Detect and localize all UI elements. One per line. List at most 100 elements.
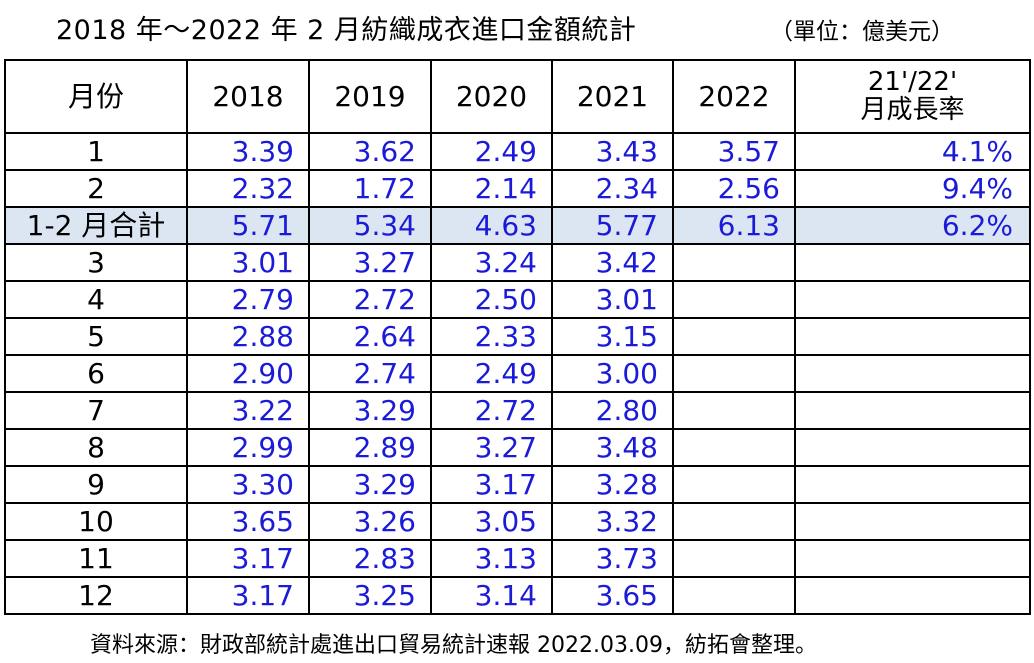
source-note: 資料來源：財政部統計處進出口貿易統計速報 2022.03.09，紡拓會整理。 (90, 633, 817, 658)
value-cell: 3.65 (186, 502, 310, 541)
row-label: 8 (4, 428, 188, 467)
value-cell: 3.73 (551, 539, 674, 578)
row-label: 5 (4, 317, 188, 356)
value-cell: 5.71 (186, 206, 310, 245)
value-cell: 2.64 (308, 317, 432, 356)
value-cell: 3.17 (186, 539, 310, 578)
value-cell: 5.77 (551, 206, 674, 245)
value-cell: 2.33 (430, 317, 553, 356)
value-cell: 3.39 (186, 132, 310, 171)
growth-rate-cell (794, 465, 1031, 504)
value-cell: 3.57 (672, 132, 796, 171)
value-cell: 3.32 (551, 502, 674, 541)
table-row: 7 3.22 3.29 2.72 2.80 (4, 391, 1031, 430)
growth-rate-cell (794, 502, 1031, 541)
value-cell: 3.62 (308, 132, 432, 171)
title-row: 2018 年～2022 年 2 月紡織成衣進口金額統計 （單位：億美元） (0, 0, 1034, 58)
growth-rate-cell (794, 354, 1031, 393)
value-cell: 3.01 (551, 280, 674, 319)
header-2022: 2022 (672, 59, 796, 134)
value-cell: 3.05 (430, 502, 553, 541)
value-cell: 3.65 (551, 576, 674, 615)
value-cell: 3.25 (308, 576, 432, 615)
table-row: 3 3.01 3.27 3.24 3.42 (4, 243, 1031, 282)
value-cell: 3.00 (551, 354, 674, 393)
row-label: 1-2 月合計 (4, 206, 188, 245)
header-2021: 2021 (551, 59, 674, 134)
table-row: 11 3.17 2.83 3.13 3.73 (4, 539, 1031, 578)
value-cell (672, 391, 796, 430)
value-cell: 3.28 (551, 465, 674, 504)
value-cell: 5.34 (308, 206, 432, 245)
header-growth-rate-line1: 21'/22' (867, 67, 958, 98)
value-cell: 3.30 (186, 465, 310, 504)
row-label: 10 (4, 502, 188, 541)
growth-rate-cell (794, 243, 1031, 282)
value-cell (672, 317, 796, 356)
value-cell: 3.17 (430, 465, 553, 504)
row-label: 7 (4, 391, 188, 430)
value-cell: 2.80 (551, 391, 674, 430)
header-2018: 2018 (186, 59, 310, 134)
value-cell: 3.24 (430, 243, 553, 282)
value-cell: 2.99 (186, 428, 310, 467)
value-cell: 3.43 (551, 132, 674, 171)
growth-rate-cell (794, 539, 1031, 578)
table-row: 12 3.17 3.25 3.14 3.65 (4, 576, 1031, 615)
value-cell: 2.49 (430, 132, 553, 171)
value-cell: 2.83 (308, 539, 432, 578)
value-cell (672, 539, 796, 578)
value-cell: 2.32 (186, 169, 310, 208)
value-cell: 2.72 (430, 391, 553, 430)
value-cell: 2.90 (186, 354, 310, 393)
value-cell: 3.48 (551, 428, 674, 467)
value-cell: 2.49 (430, 354, 553, 393)
growth-rate-cell (794, 391, 1031, 430)
row-label: 4 (4, 280, 188, 319)
value-cell: 2.89 (308, 428, 432, 467)
table-row: 2 2.32 1.72 2.14 2.34 2.56 9.4% (4, 169, 1031, 208)
value-cell: 6.13 (672, 206, 796, 245)
row-label: 6 (4, 354, 188, 393)
value-cell: 3.01 (186, 243, 310, 282)
document-title: 2018 年～2022 年 2 月紡織成衣進口金額統計 (56, 15, 637, 46)
value-cell: 2.74 (308, 354, 432, 393)
value-cell: 3.13 (430, 539, 553, 578)
header-month: 月份 (4, 59, 188, 134)
value-cell: 1.72 (308, 169, 432, 208)
header-growth-rate-line2: 月成長率 (860, 94, 965, 125)
value-cell (672, 280, 796, 319)
growth-rate-cell: 6.2% (794, 206, 1031, 245)
value-cell: 3.27 (308, 243, 432, 282)
row-label: 12 (4, 576, 188, 615)
table-row: 1-2 月合計 5.71 5.34 4.63 5.77 6.13 6.2% (4, 206, 1031, 245)
import-statistics-table: 月份 2018 2019 2020 2021 2022 21'/22' 月成長率… (4, 59, 1031, 615)
value-cell: 2.34 (551, 169, 674, 208)
growth-rate-cell (794, 576, 1031, 615)
value-cell: 3.22 (186, 391, 310, 430)
growth-rate-cell (794, 280, 1031, 319)
value-cell: 3.17 (186, 576, 310, 615)
value-cell: 2.72 (308, 280, 432, 319)
value-cell: 3.15 (551, 317, 674, 356)
value-cell: 3.27 (430, 428, 553, 467)
table-row: 5 2.88 2.64 2.33 3.15 (4, 317, 1031, 356)
value-cell (672, 354, 796, 393)
value-cell: 3.29 (308, 391, 432, 430)
table-row: 8 2.99 2.89 3.27 3.48 (4, 428, 1031, 467)
value-cell: 2.79 (186, 280, 310, 319)
row-label: 11 (4, 539, 188, 578)
table-row: 10 3.65 3.26 3.05 3.32 (4, 502, 1031, 541)
growth-rate-cell (794, 317, 1031, 356)
header-2020: 2020 (430, 59, 553, 134)
row-label: 1 (4, 132, 188, 171)
table-row: 6 2.90 2.74 2.49 3.00 (4, 354, 1031, 393)
table-row: 4 2.79 2.72 2.50 3.01 (4, 280, 1031, 319)
row-label: 9 (4, 465, 188, 504)
value-cell: 3.26 (308, 502, 432, 541)
table-row: 1 3.39 3.62 2.49 3.43 3.57 4.1% (4, 132, 1031, 171)
growth-rate-cell: 9.4% (794, 169, 1031, 208)
value-cell (672, 465, 796, 504)
table-row: 9 3.30 3.29 3.17 3.28 (4, 465, 1031, 504)
value-cell (672, 576, 796, 615)
